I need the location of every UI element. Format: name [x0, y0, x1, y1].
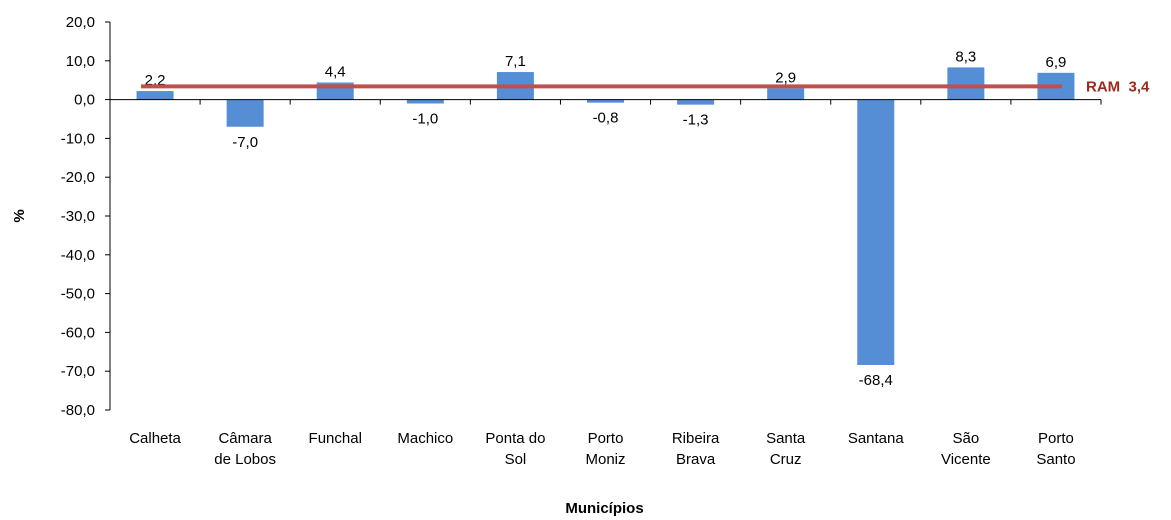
category-label: Santa	[766, 430, 806, 447]
category-label: Santo	[1036, 451, 1075, 468]
data-label: -1,0	[412, 110, 438, 127]
category-label: Porto	[588, 430, 624, 447]
data-label: -7,0	[232, 134, 258, 151]
y-tick-label: -70,0	[61, 363, 95, 380]
data-label: -1,3	[683, 112, 709, 129]
y-axis-title: %	[11, 209, 28, 222]
category-label: Cruz	[770, 451, 802, 468]
y-tick-label: -10,0	[61, 130, 95, 147]
y-tick-label: -20,0	[61, 169, 95, 186]
y-tick-label: -30,0	[61, 208, 95, 225]
data-label: -68,4	[859, 372, 893, 389]
y-tick-label: -80,0	[61, 402, 95, 419]
category-label: Calheta	[129, 430, 181, 447]
y-tick-label: 10,0	[66, 53, 95, 70]
reference-line-label: RAM 3,4	[1086, 78, 1150, 95]
category-label: de Lobos	[214, 451, 276, 468]
category-label: Moniz	[585, 451, 625, 468]
data-label: 8,3	[955, 48, 976, 65]
category-label: Ponta do	[485, 430, 545, 447]
data-label: 2,9	[775, 69, 796, 86]
bar	[767, 88, 805, 100]
category-label: Santana	[848, 430, 905, 447]
bar	[947, 67, 985, 100]
bars	[136, 67, 1075, 365]
y-axis-ticks: 20,0 10,0 0,0 -10,0 -20,0 -30,0 -40,0 -50,0 -60,…	[61, 14, 110, 419]
category-labels: Calheta Câmara de Lobos Funchal Machico Ponta…	[129, 430, 1075, 468]
data-label: 6,9	[1046, 54, 1067, 71]
category-label: Porto	[1038, 430, 1074, 447]
bar	[677, 99, 715, 105]
bar	[587, 99, 624, 103]
data-label: -0,8	[593, 110, 619, 127]
data-label: 4,4	[325, 64, 346, 81]
data-label: 7,1	[505, 53, 526, 70]
category-label: Câmara	[218, 430, 272, 447]
category-label: Ribeira	[672, 430, 720, 447]
bar	[406, 99, 444, 104]
y-tick-label: 20,0	[66, 14, 95, 31]
y-tick-label: 0,0	[74, 92, 95, 109]
category-label: Sol	[505, 451, 527, 468]
y-tick-label: -40,0	[61, 247, 95, 264]
category-label: São	[953, 430, 980, 447]
bar	[226, 99, 264, 127]
category-label: Funchal	[309, 430, 362, 447]
x-axis-title: Municípios	[565, 500, 643, 517]
category-label: Vicente	[941, 451, 991, 468]
y-tick-label: -50,0	[61, 286, 95, 303]
x-axis-ticks	[109, 99, 1102, 105]
category-label: Brava	[676, 451, 716, 468]
y-tick-label: -60,0	[61, 324, 95, 341]
category-label: Machico	[397, 430, 453, 447]
bar	[136, 91, 174, 100]
bar	[857, 99, 895, 365]
